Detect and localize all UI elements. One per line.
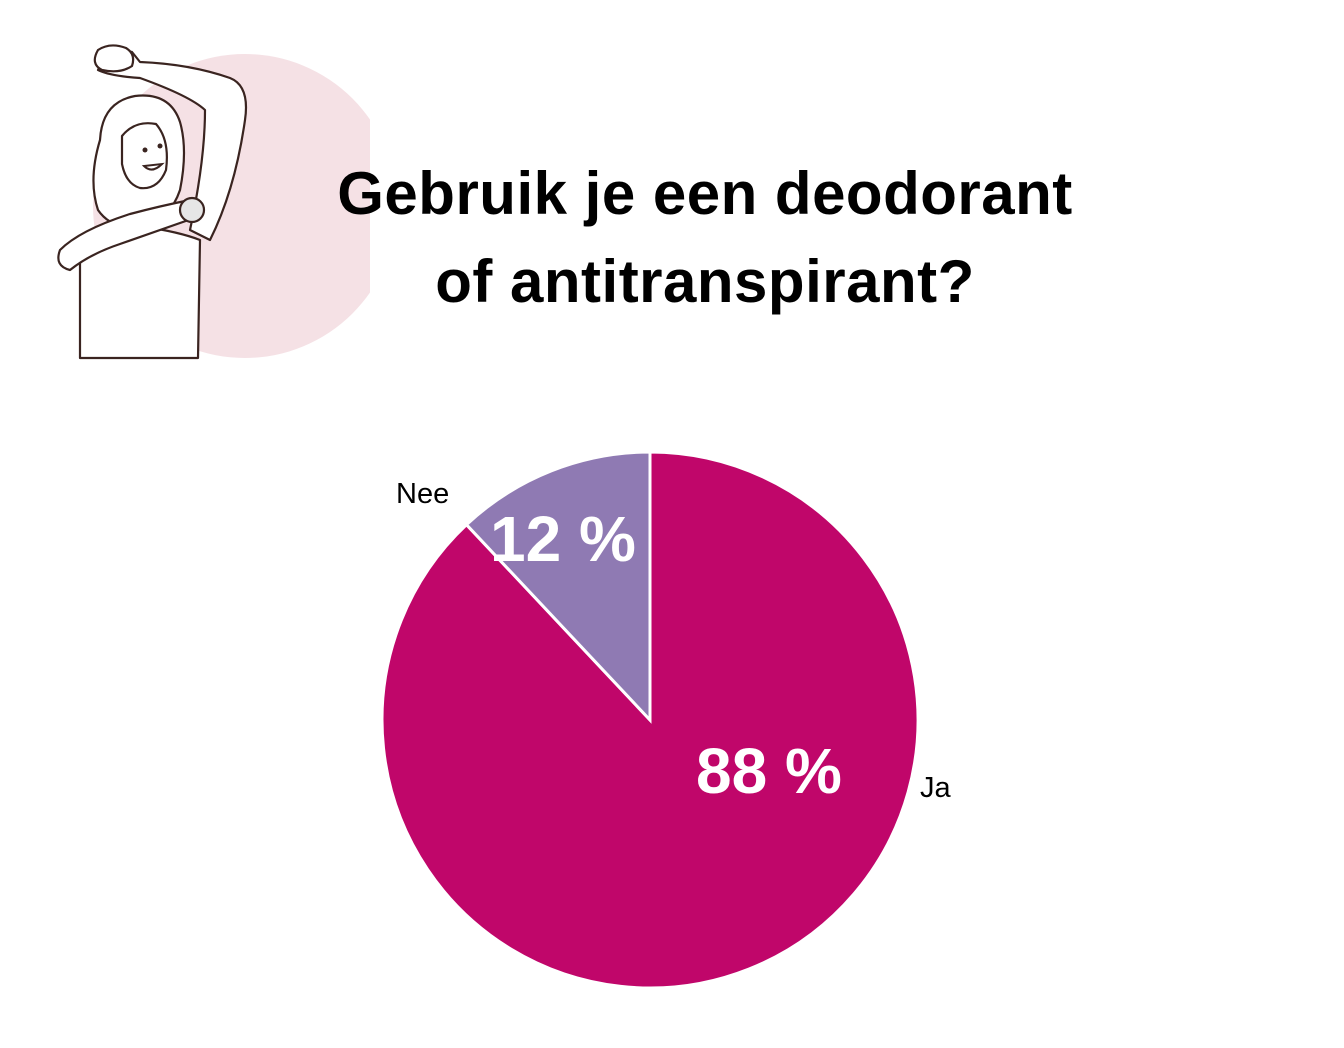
woman-deodorant-illustration — [40, 40, 397, 360]
pie-slice-nee — [464, 450, 652, 724]
title-line-1: Gebruik je een deodorant — [337, 160, 1073, 227]
chart-title: Gebruik je een deodorant of antitranspir… — [220, 150, 1190, 326]
value-nee: 12 % — [490, 503, 636, 575]
title-line-2: of antitranspirant? — [435, 248, 975, 315]
label-ja: Ja — [920, 772, 951, 804]
value-ja: 88 % — [696, 735, 842, 807]
label-nee: Nee — [396, 478, 450, 510]
